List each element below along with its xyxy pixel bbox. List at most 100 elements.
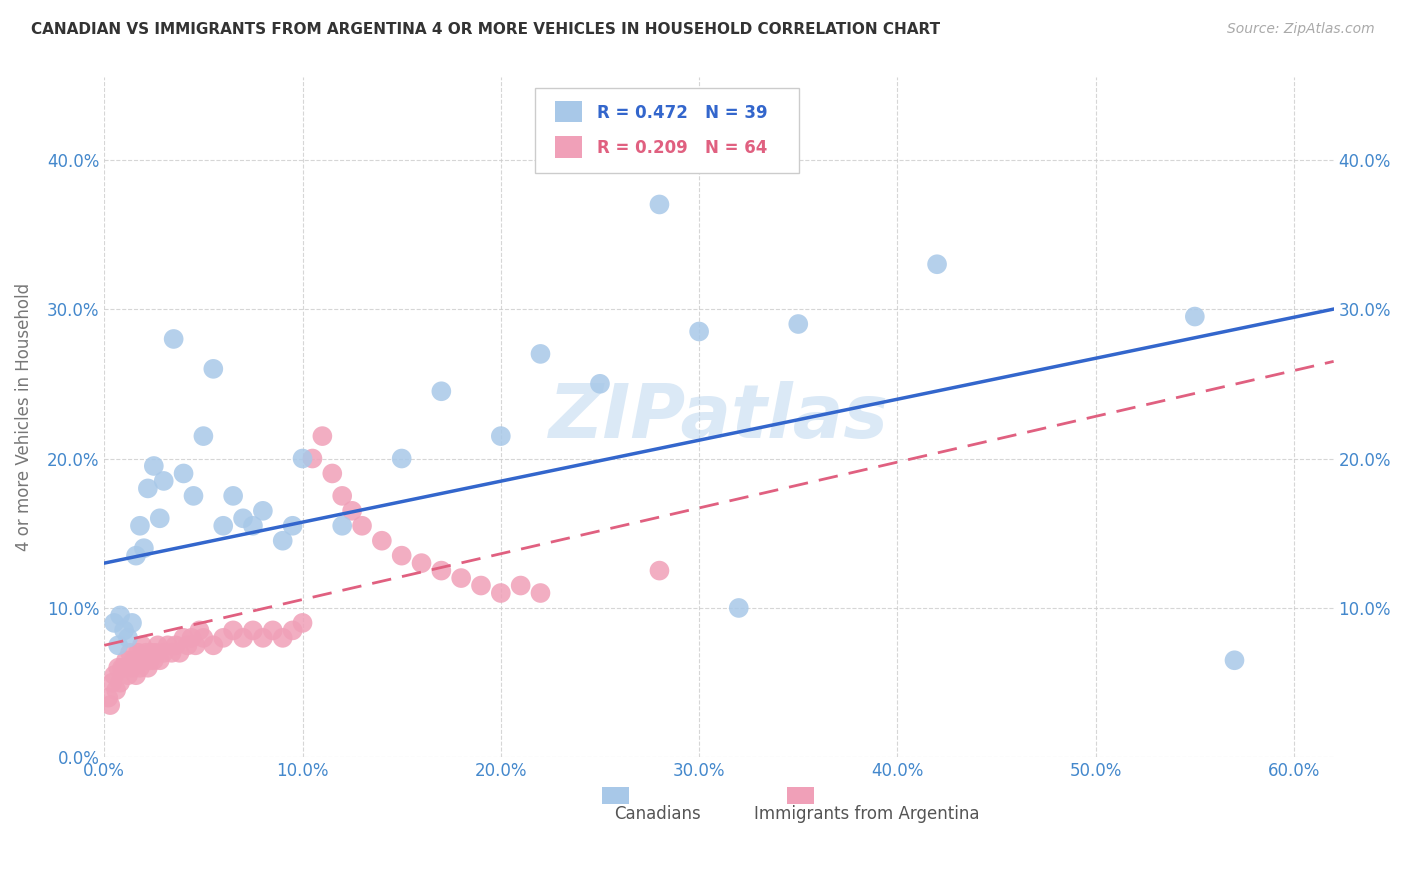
Point bbox=[787, 317, 810, 331]
Point bbox=[180, 631, 202, 645]
Point bbox=[184, 638, 207, 652]
Point bbox=[391, 451, 413, 466]
Point bbox=[470, 578, 492, 592]
Point bbox=[222, 489, 245, 503]
Point bbox=[115, 653, 138, 667]
Point bbox=[141, 646, 163, 660]
Point bbox=[101, 675, 124, 690]
Text: Immigrants from Argentina: Immigrants from Argentina bbox=[754, 805, 979, 823]
Point bbox=[127, 646, 149, 660]
Point bbox=[193, 429, 215, 443]
Point bbox=[688, 325, 710, 339]
Text: Source: ZipAtlas.com: Source: ZipAtlas.com bbox=[1227, 22, 1375, 37]
Point bbox=[321, 467, 343, 481]
Point bbox=[648, 564, 671, 578]
Point bbox=[411, 556, 433, 570]
Point bbox=[648, 197, 671, 211]
Point bbox=[107, 661, 129, 675]
Point bbox=[371, 533, 394, 548]
Point bbox=[330, 489, 353, 503]
Point bbox=[1184, 310, 1206, 324]
Point bbox=[145, 646, 167, 660]
Point bbox=[118, 646, 141, 660]
FancyBboxPatch shape bbox=[602, 787, 630, 804]
Point bbox=[136, 661, 159, 675]
Point bbox=[450, 571, 472, 585]
Point bbox=[202, 638, 225, 652]
Point bbox=[262, 624, 284, 638]
Point bbox=[529, 586, 551, 600]
Point bbox=[430, 564, 453, 578]
Point bbox=[529, 347, 551, 361]
Point bbox=[117, 668, 139, 682]
Point bbox=[311, 429, 333, 443]
Point bbox=[163, 332, 186, 346]
Point bbox=[430, 384, 453, 399]
Point bbox=[139, 653, 162, 667]
Point bbox=[112, 661, 135, 675]
Point bbox=[589, 376, 612, 391]
Point bbox=[132, 653, 155, 667]
Point bbox=[169, 646, 191, 660]
Point bbox=[509, 578, 531, 592]
Point bbox=[301, 451, 323, 466]
Point bbox=[271, 631, 294, 645]
FancyBboxPatch shape bbox=[786, 787, 814, 804]
Point bbox=[129, 661, 152, 675]
Point bbox=[103, 668, 125, 682]
Point bbox=[242, 624, 264, 638]
Point bbox=[350, 518, 373, 533]
Point bbox=[330, 518, 353, 533]
Point bbox=[489, 429, 512, 443]
Point bbox=[131, 638, 153, 652]
Point bbox=[281, 518, 304, 533]
Point bbox=[391, 549, 413, 563]
Point bbox=[132, 541, 155, 556]
Point bbox=[146, 638, 169, 652]
Point bbox=[271, 533, 294, 548]
Point bbox=[242, 518, 264, 533]
Text: R = 0.209   N = 64: R = 0.209 N = 64 bbox=[598, 139, 768, 157]
Point bbox=[212, 518, 235, 533]
Point bbox=[103, 615, 125, 630]
Point bbox=[105, 683, 128, 698]
Point bbox=[125, 668, 148, 682]
Point bbox=[183, 489, 205, 503]
Point bbox=[232, 631, 254, 645]
Point bbox=[152, 474, 174, 488]
Point bbox=[291, 451, 314, 466]
Point bbox=[165, 638, 187, 652]
Text: R = 0.472   N = 39: R = 0.472 N = 39 bbox=[598, 103, 768, 121]
Point bbox=[252, 504, 274, 518]
Point bbox=[156, 638, 179, 652]
Point bbox=[152, 646, 174, 660]
Point bbox=[176, 638, 198, 652]
Point bbox=[173, 631, 195, 645]
Point bbox=[135, 646, 157, 660]
Point bbox=[108, 675, 131, 690]
Point bbox=[925, 257, 948, 271]
Point bbox=[291, 615, 314, 630]
Point bbox=[129, 518, 152, 533]
Point bbox=[121, 661, 143, 675]
Point bbox=[111, 661, 134, 675]
Point bbox=[117, 631, 139, 645]
Y-axis label: 4 or more Vehicles in Household: 4 or more Vehicles in Household bbox=[15, 284, 32, 551]
Point bbox=[160, 646, 183, 660]
Point bbox=[193, 631, 215, 645]
Point bbox=[97, 690, 120, 705]
Text: Canadians: Canadians bbox=[614, 805, 700, 823]
Point bbox=[98, 698, 121, 712]
Point bbox=[173, 467, 195, 481]
FancyBboxPatch shape bbox=[555, 136, 582, 158]
Point bbox=[149, 511, 172, 525]
Point bbox=[112, 624, 135, 638]
Point bbox=[108, 608, 131, 623]
Point bbox=[122, 653, 145, 667]
Point bbox=[142, 653, 165, 667]
Point bbox=[252, 631, 274, 645]
Point bbox=[222, 624, 245, 638]
Point bbox=[142, 458, 165, 473]
Point bbox=[232, 511, 254, 525]
Point bbox=[136, 482, 159, 496]
